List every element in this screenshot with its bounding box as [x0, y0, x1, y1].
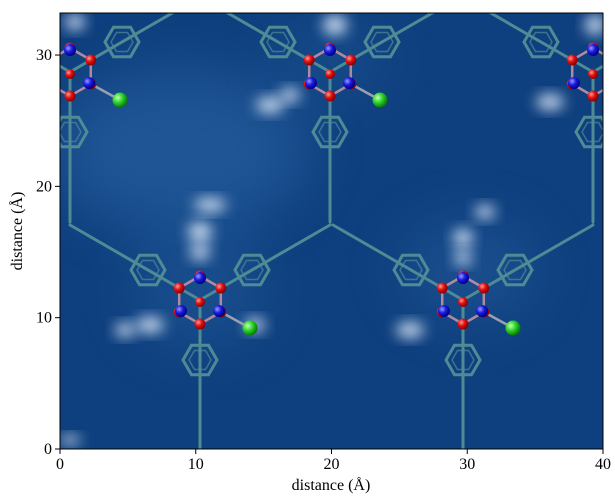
chlorine-atom: [113, 93, 128, 108]
cloud: [396, 322, 424, 338]
oxygen-atom: [325, 69, 335, 79]
oxygen-atom: [215, 283, 226, 294]
cloud: [190, 244, 210, 260]
cloud: [256, 97, 284, 113]
oxygen-atom: [85, 55, 96, 66]
nitrogen-atom: [83, 77, 95, 89]
cloud: [280, 88, 300, 102]
phenyl-ring: [1, 27, 35, 56]
cloud: [323, 15, 347, 35]
nitrogen-atom: [568, 77, 580, 89]
oxygen-atom: [195, 297, 205, 307]
oxygen-atom: [304, 55, 315, 66]
chart: 0 10 20 30 40 0 10 20 30 distance (Å) distance (…: [0, 0, 615, 498]
chlorine-atom: [373, 93, 388, 108]
y-tick-label: 10: [36, 310, 52, 327]
cloud: [50, 70, 310, 230]
oxygen-atom: [588, 91, 599, 102]
oxygen-atom: [608, 79, 615, 90]
nitrogen-atom: [476, 305, 488, 317]
cloud: [453, 229, 473, 247]
x-tick-label: 10: [188, 456, 204, 473]
oxygen-atom: [195, 319, 206, 330]
oxygen-atom: [588, 69, 598, 79]
cloud: [536, 94, 564, 110]
oxygen-atom: [458, 297, 468, 307]
nitrogen-atom: [213, 305, 225, 317]
density-map: [0, 0, 615, 450]
oxygen-atom: [458, 319, 469, 330]
cloud: [65, 14, 85, 30]
oxygen-atom: [608, 55, 615, 66]
cloud: [454, 251, 472, 265]
x-tick-label: 40: [595, 456, 611, 473]
oxygen-atom: [65, 69, 75, 79]
nitrogen-atom: [343, 77, 355, 89]
nitrogen-atom: [175, 305, 187, 317]
cloud: [188, 222, 212, 242]
nitrogen-atom: [45, 77, 57, 89]
nitrogen-atom: [606, 77, 615, 89]
oxygen-atom: [65, 91, 76, 102]
x-tick-label: 0: [56, 456, 64, 473]
cloud: [60, 435, 80, 445]
y-tick-label: 20: [36, 178, 52, 195]
nitrogen-atom: [587, 44, 599, 56]
y-tick-label: 30: [36, 47, 52, 64]
oxygen-atom: [437, 283, 448, 294]
oxygen-atom: [345, 55, 356, 66]
oxygen-atom: [478, 283, 489, 294]
nitrogen-atom: [194, 272, 206, 284]
nitrogen-atom: [438, 305, 450, 317]
cloud: [115, 323, 135, 337]
nitrogen-atom: [457, 272, 469, 284]
nitrogen-atom: [324, 44, 336, 56]
nitrogen-atom: [64, 44, 76, 56]
y-tick-label: 0: [44, 441, 52, 458]
x-axis-label: distance (Å): [292, 476, 371, 494]
nitrogen-atom: [305, 77, 317, 89]
cloud: [585, 15, 605, 35]
cloud: [136, 317, 164, 333]
cloud: [194, 198, 226, 212]
oxygen-atom: [44, 79, 55, 90]
x-tick-label: 20: [324, 456, 340, 473]
oxygen-atom: [567, 55, 578, 66]
x-tick-label: 30: [459, 456, 475, 473]
chlorine-atom: [243, 321, 258, 336]
phenyl-ring-inner: [7, 32, 29, 51]
cloud: [475, 205, 495, 219]
chlorine-atom: [506, 321, 521, 336]
oxygen-atom: [174, 283, 185, 294]
y-axis-label: distance (Å): [8, 192, 26, 271]
oxygen-atom: [325, 91, 336, 102]
